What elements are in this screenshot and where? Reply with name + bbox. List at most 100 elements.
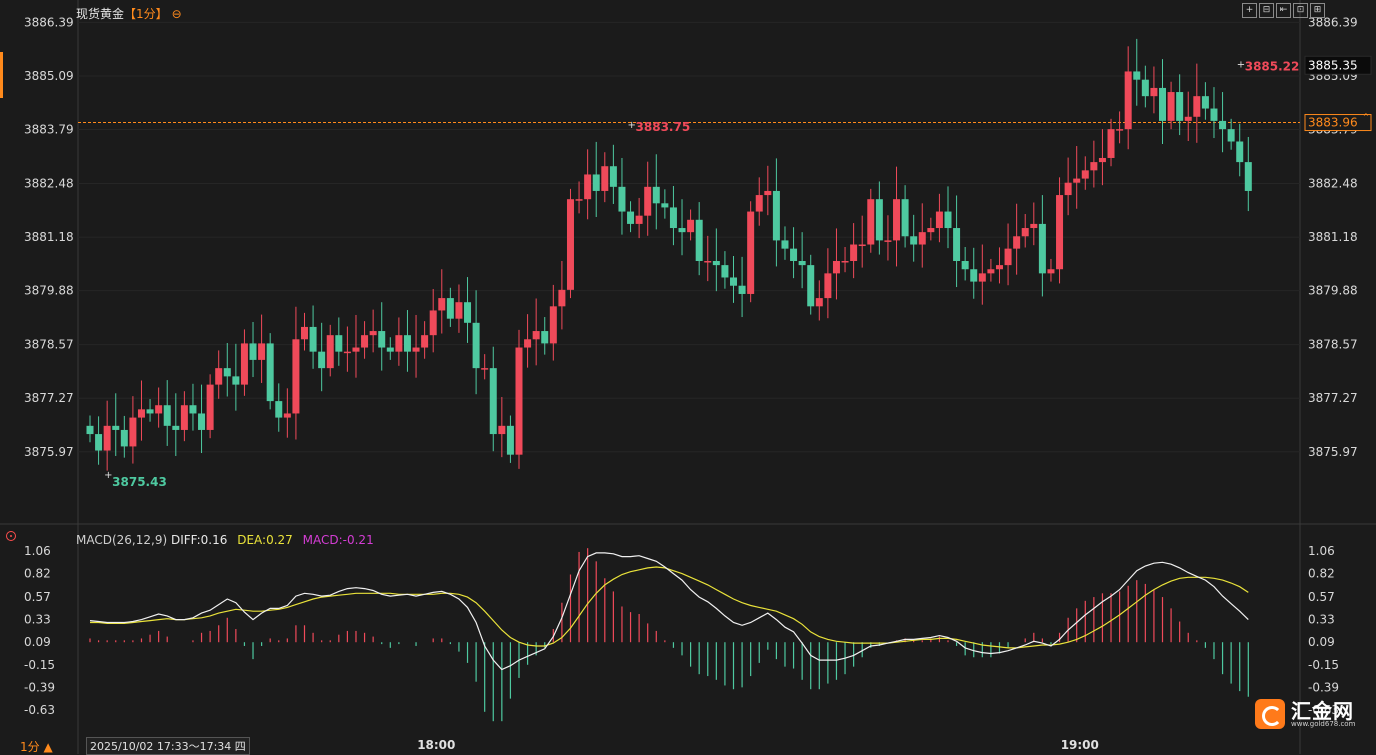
price-tick-right: 3879.88 [1308,284,1358,298]
candle-body [695,219,703,261]
candle-body [1030,223,1038,229]
macd-tick-right: 0.33 [1308,613,1335,627]
dea-line [90,566,1249,649]
macd-legend: MACD(26,12,9) DIFF:0.16 DEA:0.27 MACD:-0… [76,533,374,547]
extreme-marker-icon: + [1237,60,1245,71]
extreme-price-label: 3885.22 [1245,60,1300,74]
candle-body [807,265,815,307]
candle-body [1047,269,1055,274]
candle-body [283,413,291,418]
candle-body [95,434,103,451]
candle-body [644,186,652,216]
candle-body [343,351,351,354]
candle-body [1244,162,1252,191]
logo-name: 汇金网 [1291,698,1354,723]
candle-body [266,343,274,402]
candle-body [1004,248,1012,266]
price-tick-left: 3885.09 [24,69,74,83]
logo-url: www.gold678.com [1291,719,1356,728]
candle-body [438,298,446,311]
macd-hist-value: MACD:-0.21 [302,533,374,547]
candle-body [721,265,729,278]
candle-body [421,335,429,348]
candle-body [1219,120,1227,130]
candle-body [318,351,326,369]
candle-body [240,343,248,385]
candle-body [798,261,806,266]
currency-switch-icon[interactable]: ⊖ [171,7,182,21]
site-logo[interactable]: 汇金网 www.gold678.com [1255,698,1365,730]
candle-body [1201,96,1209,109]
candle-body [215,368,223,385]
candle-body [850,244,858,261]
macd-tick-left: 0.82 [24,567,51,581]
instrument-name: 现货黄金 [76,7,125,21]
candle-body [678,228,686,233]
side-accent-bar [0,52,3,98]
candle-body [609,166,617,187]
candle-body [498,425,506,435]
candle-body [532,331,540,340]
candle-body [206,384,214,430]
period-selector[interactable]: 1分 ▲ [20,740,53,754]
candle-body [326,335,334,369]
candle-body [995,265,1003,270]
candle-body [1150,87,1158,97]
candle-body [944,211,952,229]
candle-body [412,347,420,352]
candle-body [275,401,283,418]
price-tick-left: 3886.39 [24,15,74,29]
candle-body [738,285,746,294]
candle-body [1124,71,1132,130]
extreme-marker-icon: + [104,470,112,481]
candle-body [335,335,343,352]
candle-body [1227,129,1235,142]
candle-body [361,335,369,348]
restore-tool-icon[interactable]: ⊡ [1293,3,1308,18]
candle-body [566,199,574,290]
zoom-in-tool-icon[interactable]: ⊞ [1310,3,1325,18]
chart-toolbar: + ⊟ ⇤ ⊡ ⊞ [1242,3,1325,18]
price-tick-left: 3878.57 [24,338,74,352]
price-tick-left: 3875.97 [24,445,74,459]
extreme-marker-icon: + [628,120,636,131]
candle-body [1116,129,1124,131]
candle-body [249,343,257,360]
period-label[interactable]: 【1分】 [124,7,168,21]
candle-body [815,298,823,307]
candle-body [918,232,926,245]
candle-body [464,302,472,323]
macd-tick-left: -0.39 [24,680,55,694]
candle-body [953,228,961,261]
candle-body [978,273,986,282]
candle-body [764,190,772,196]
macd-tick-right: -0.63 [1308,703,1339,717]
zoom-out-tool-icon[interactable]: ⊟ [1259,3,1274,18]
extreme-price-label: 3883.75 [636,120,691,134]
candle-body [884,240,892,242]
candle-body [472,322,480,369]
macd-settings-icon[interactable] [6,531,16,541]
macd-tick-right: 0.82 [1308,567,1335,581]
scroll-start-tool-icon[interactable]: ⇤ [1276,3,1291,18]
candle-body [747,211,755,294]
crosshair-tool-icon[interactable]: + [1242,3,1257,18]
candle-body [120,429,128,447]
candle-body [1064,182,1072,196]
candle-body [687,219,695,233]
candle-body [730,277,737,286]
candle-body [875,199,883,241]
macd-tick-right: 0.57 [1308,590,1335,604]
candle-body [927,228,935,233]
price-tick-left: 3883.79 [24,123,74,137]
candle-body [893,199,901,241]
candle-body [618,186,626,212]
reference-price-label: 3883.96 [1308,116,1358,130]
candle-body [541,331,549,344]
candle-body [180,405,188,430]
reference-price-box [1304,114,1372,132]
candle-body [386,347,394,352]
candle-body [858,244,866,247]
price-tick-right: 3878.57 [1308,338,1358,352]
candle-body [112,425,120,430]
